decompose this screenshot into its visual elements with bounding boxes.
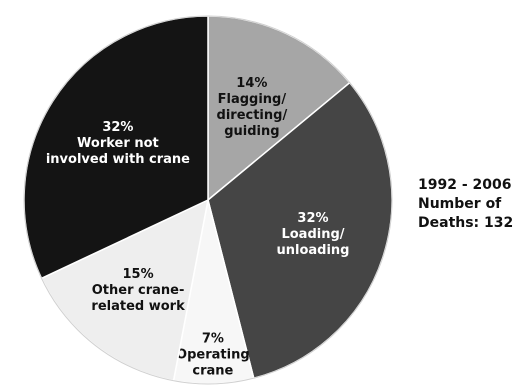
slice-percent-label: 15% bbox=[123, 267, 154, 282]
slice-percent-label: 7% bbox=[202, 331, 224, 346]
slice-percent-label: 32% bbox=[102, 120, 133, 135]
slice-category-label: Flagging/ bbox=[218, 92, 287, 107]
side-note-number-of: Number of bbox=[418, 195, 518, 214]
side-note-years: 1992 - 2006 bbox=[418, 176, 518, 195]
slice-percent-label: 14% bbox=[236, 76, 267, 91]
slice-category-label: guiding bbox=[224, 124, 279, 139]
slice-category-label: crane bbox=[192, 363, 233, 378]
slice-category-label: related work bbox=[91, 299, 185, 314]
slice-category-label: directing/ bbox=[217, 108, 288, 123]
slice-category-label: involved with crane bbox=[46, 152, 190, 167]
slice-category-label: Loading/ bbox=[281, 227, 344, 242]
side-note-deaths: Deaths: 132 bbox=[418, 214, 518, 233]
chart-side-note: 1992 - 2006 Number of Deaths: 132 bbox=[418, 176, 518, 233]
slice-category-label: Worker not bbox=[77, 136, 159, 151]
slice-category-label: Operating bbox=[176, 347, 250, 362]
slice-percent-label: 32% bbox=[297, 211, 328, 226]
slice-category-label: unloading bbox=[276, 243, 349, 258]
slice-category-label: Other crane- bbox=[92, 283, 185, 298]
